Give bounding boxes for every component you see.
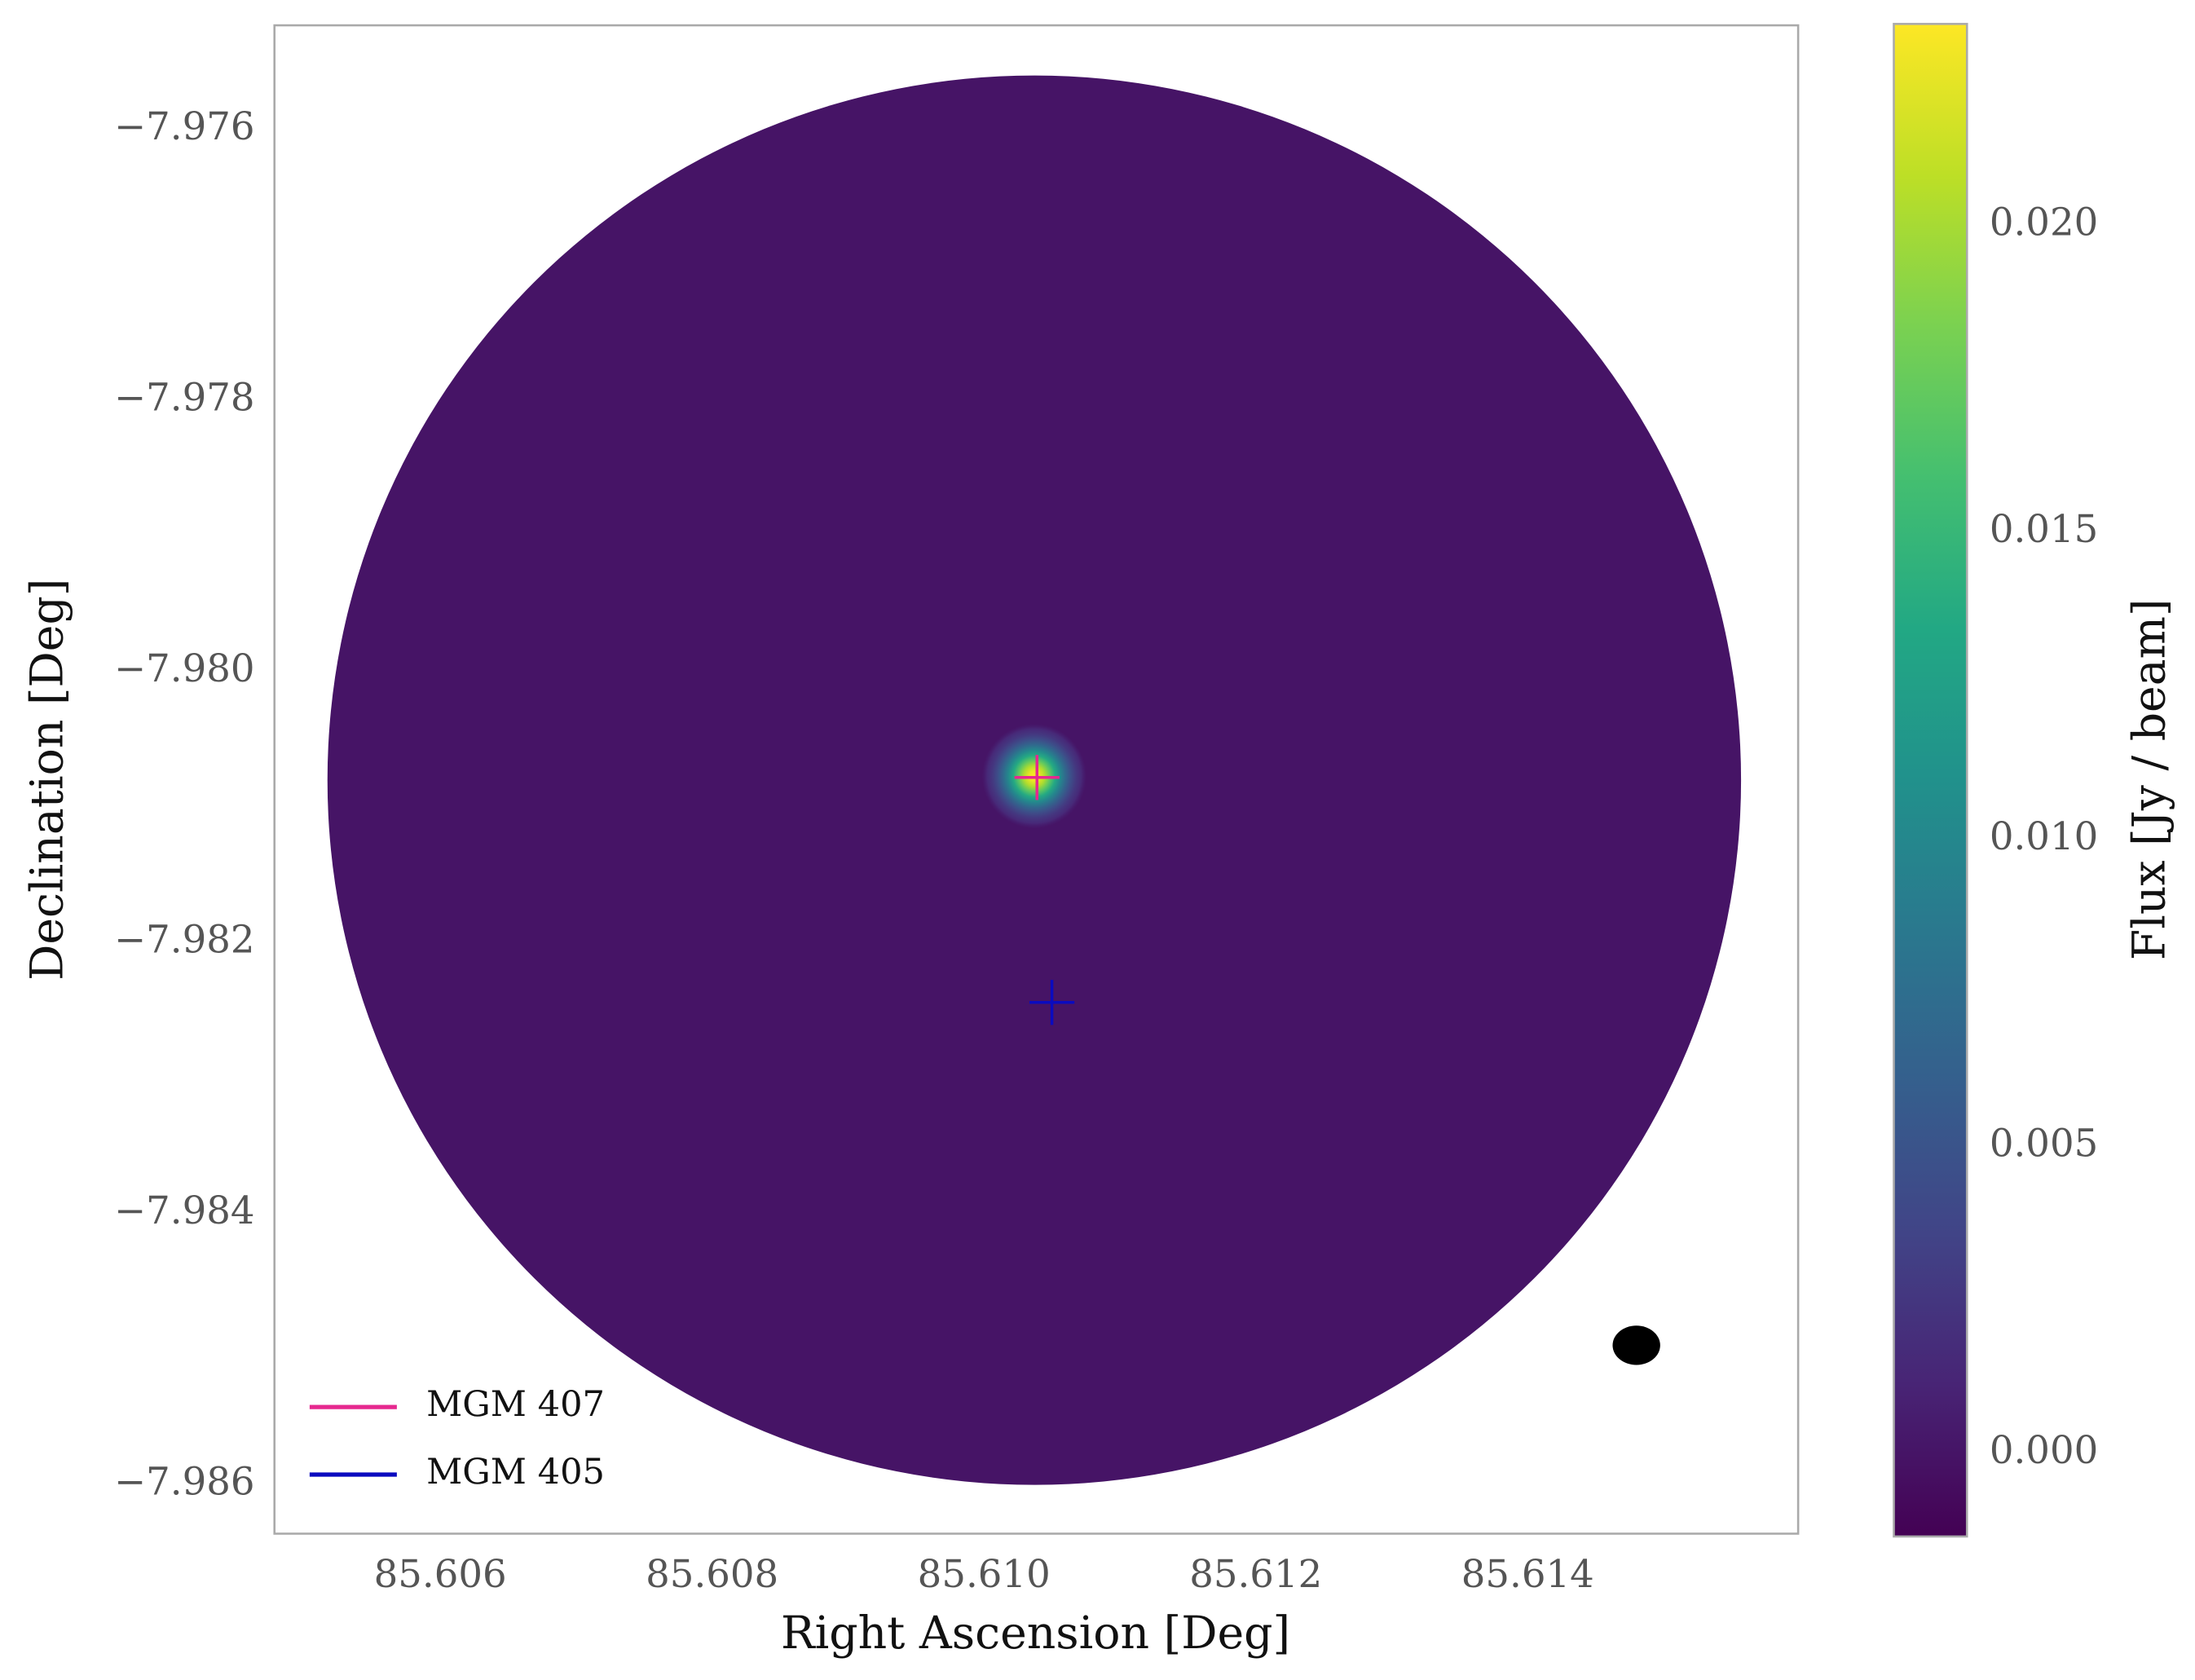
- y-tick-label: −7.980: [114, 646, 254, 690]
- legend-label: MGM 407: [426, 1384, 605, 1425]
- x-tick-label: 85.606: [374, 1552, 507, 1596]
- colorbar-tick-label: 0.010: [1990, 814, 2098, 858]
- y-axis-label: Declination [Deg]: [22, 579, 74, 981]
- marker: [1029, 980, 1075, 1025]
- colorbar: [1893, 23, 1968, 1538]
- legend-label: MGM 405: [426, 1452, 605, 1493]
- x-tick-label: 85.610: [918, 1552, 1051, 1596]
- axes-frame: [273, 24, 1800, 1535]
- colorbar-tick-label: 0.000: [1990, 1428, 2098, 1472]
- y-tick-label: −7.982: [114, 918, 254, 962]
- colorbar-tick-label: 0.015: [1990, 507, 2098, 551]
- beam: [1612, 1325, 1660, 1365]
- x-tick-label: 85.608: [646, 1552, 778, 1596]
- x-tick-label: 85.614: [1461, 1552, 1594, 1596]
- marker: [1014, 755, 1060, 800]
- y-tick-label: −7.978: [114, 376, 254, 420]
- y-tick-label: −7.986: [114, 1460, 254, 1504]
- y-tick-label: −7.984: [114, 1188, 254, 1232]
- colorbar-label: Flux [Jy / beam]: [2124, 598, 2176, 960]
- y-tick-label: −7.976: [114, 104, 254, 148]
- colorbar-tick-label: 0.020: [1990, 200, 2098, 244]
- x-axis-label: Right Ascension [Deg]: [781, 1607, 1290, 1660]
- x-tick-label: 85.612: [1189, 1552, 1322, 1596]
- colorbar-tick-label: 0.005: [1990, 1122, 2098, 1166]
